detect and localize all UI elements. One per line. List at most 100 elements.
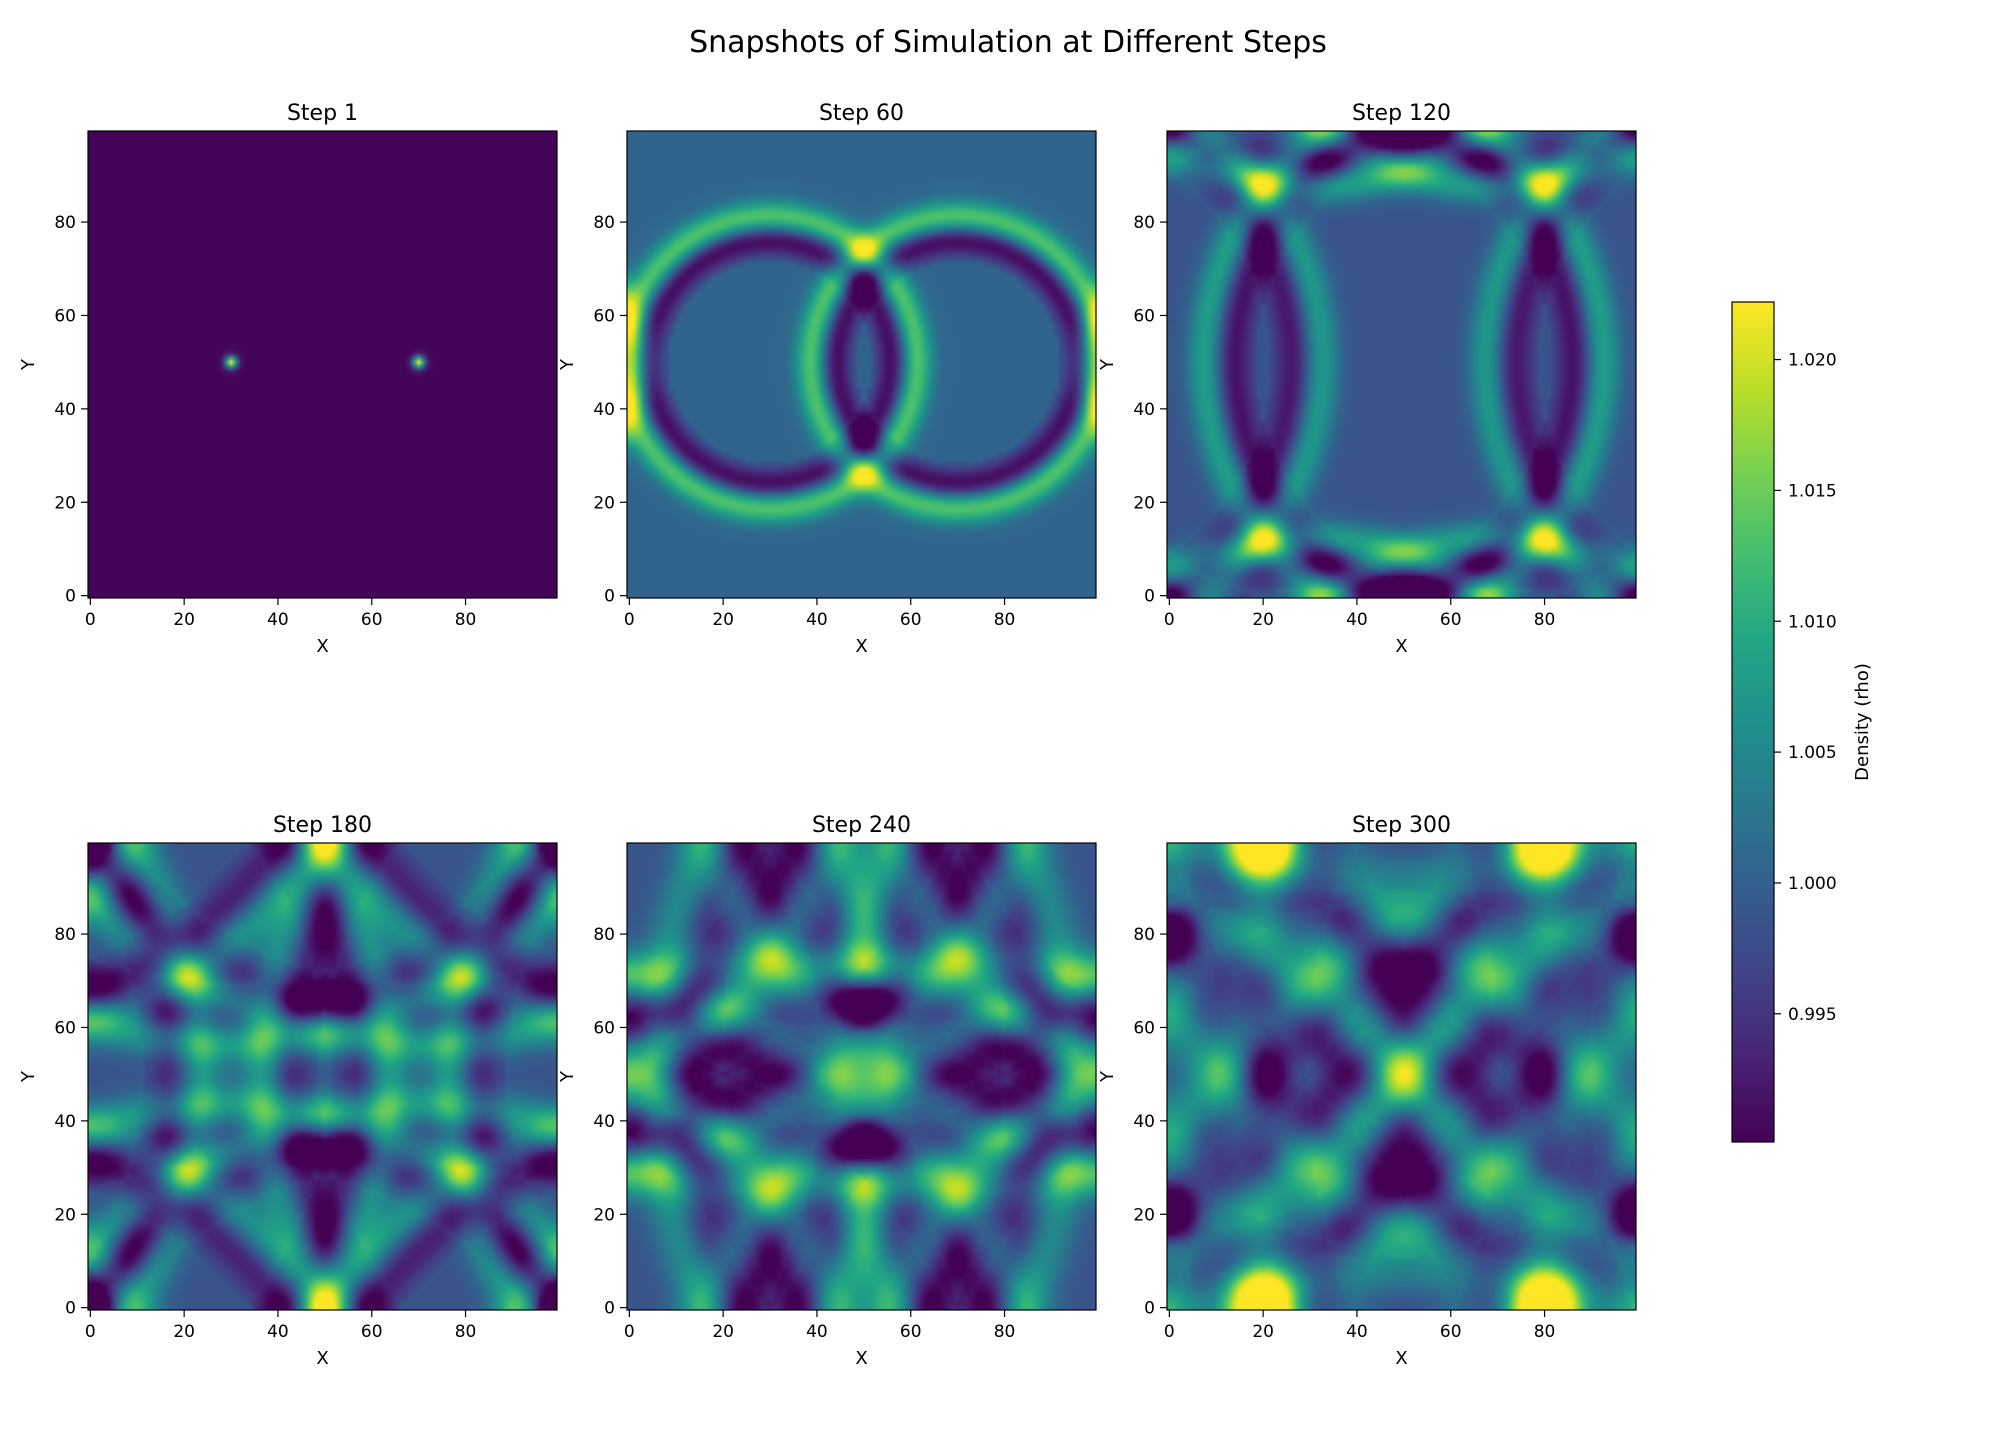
- x-tick-label: 20: [712, 1322, 734, 1342]
- heatmap-panel: Step 120 0 20 40 60 80 0 20 40 60 80 X Y: [1097, 101, 1637, 657]
- y-axis-label: Y: [1097, 1070, 1118, 1083]
- colorbar-tick-label: 0.995: [1788, 1005, 1837, 1025]
- y-tick-label: 0: [65, 1299, 76, 1319]
- panel-title: Step 300: [1352, 813, 1451, 838]
- heatmap-image: [1167, 131, 1636, 598]
- x-tick-label: 20: [1252, 610, 1274, 630]
- axes-frame: [1166, 130, 1637, 599]
- x-tick-label: 20: [173, 1322, 195, 1342]
- y-tick-label: 60: [54, 1018, 76, 1038]
- x-tick-label: 0: [1164, 1322, 1175, 1342]
- y-tick-label: 60: [1133, 1018, 1155, 1038]
- x-tick-label: 60: [900, 1322, 922, 1342]
- y-tick-label: 20: [54, 1205, 76, 1225]
- heatmap-panel: Step 60 0 20 40 60 80 0 20 40 60 80 X Y: [557, 101, 1097, 657]
- y-axis-label: Y: [1097, 358, 1118, 371]
- axes-frame: [1166, 842, 1637, 1311]
- y-axis-label: Y: [557, 1070, 578, 1083]
- y-tick-label: 0: [1144, 587, 1155, 607]
- colorbar: 0.995 1.000 1.005 1.010 1.015 1.020 Density (…: [1731, 301, 1873, 1143]
- axes-frame: [87, 130, 558, 599]
- colorbar-tick-label: 1.020: [1788, 351, 1837, 371]
- heatmap-image: [627, 843, 1096, 1310]
- heatmap-panel: Step 1 0 20 40 60 80 0 20 40 60 80 X Y: [18, 101, 558, 657]
- x-tick-label: 0: [624, 610, 635, 630]
- y-tick-label: 20: [593, 1205, 615, 1225]
- x-tick-label: 60: [1440, 1322, 1462, 1342]
- x-tick-label: 40: [267, 1322, 289, 1342]
- y-axis-label: Y: [18, 358, 39, 371]
- x-tick-label: 40: [267, 610, 289, 630]
- colorbar-gradient: [1731, 301, 1775, 1143]
- y-axis-label: Y: [557, 358, 578, 371]
- panel-title: Step 1: [287, 101, 358, 126]
- x-tick-label: 40: [806, 1322, 828, 1342]
- colorbar-tick-label: 1.010: [1788, 612, 1837, 632]
- x-axis-label: X: [1395, 636, 1407, 657]
- x-axis-label: X: [1395, 1348, 1407, 1369]
- axes-frame: [626, 842, 1097, 1311]
- y-tick-label: 80: [593, 925, 615, 945]
- y-tick-label: 40: [54, 1112, 76, 1132]
- x-axis-label: X: [855, 636, 867, 657]
- y-tick-label: 60: [593, 306, 615, 326]
- figure-title: Snapshots of Simulation at Different Ste…: [689, 25, 1327, 60]
- y-axis-label: Y: [18, 1070, 39, 1083]
- y-tick-label: 40: [593, 400, 615, 420]
- y-tick-label: 60: [1133, 306, 1155, 326]
- y-tick-label: 20: [54, 493, 76, 513]
- y-tick-label: 20: [593, 493, 615, 513]
- x-tick-label: 80: [1534, 610, 1556, 630]
- y-tick-label: 20: [1133, 493, 1155, 513]
- x-tick-label: 0: [85, 1322, 96, 1342]
- axes-frame: [626, 130, 1097, 599]
- panel-title: Step 120: [1352, 101, 1451, 126]
- y-tick-label: 0: [604, 1299, 615, 1319]
- x-tick-label: 0: [624, 1322, 635, 1342]
- heatmap-panel: Step 240 0 20 40 60 80 0 20 40 60 80 X Y: [557, 813, 1097, 1369]
- y-tick-label: 80: [1133, 925, 1155, 945]
- x-tick-label: 60: [361, 610, 383, 630]
- panel-title: Step 180: [273, 813, 372, 838]
- x-tick-label: 0: [1164, 610, 1175, 630]
- x-tick-label: 40: [806, 610, 828, 630]
- y-tick-label: 80: [54, 925, 76, 945]
- y-tick-label: 0: [1144, 1299, 1155, 1319]
- colorbar-tick-label: 1.015: [1788, 481, 1837, 501]
- heatmap-image: [88, 843, 557, 1310]
- panel-title: Step 60: [819, 101, 904, 126]
- x-tick-label: 60: [361, 1322, 383, 1342]
- x-tick-label: 20: [173, 610, 195, 630]
- heatmap-image: [1167, 843, 1636, 1310]
- y-tick-label: 80: [593, 213, 615, 233]
- heatmap-panel: Step 300 0 20 40 60 80 0 20 40 60 80 X Y: [1097, 813, 1637, 1369]
- x-tick-label: 40: [1346, 1322, 1368, 1342]
- heatmap-image: [88, 131, 557, 598]
- x-tick-label: 20: [1252, 1322, 1274, 1342]
- x-axis-label: X: [316, 1348, 328, 1369]
- colorbar-ticks: 0.995 1.000 1.005 1.010 1.015 1.020: [1774, 351, 1837, 1025]
- y-tick-label: 80: [1133, 213, 1155, 233]
- heatmap-image: [627, 131, 1096, 598]
- x-tick-label: 80: [455, 610, 477, 630]
- panels: Step 1 0 20 40 60 80 0 20 40 60 80 X Y Step 60 0 20 40 60…: [18, 101, 1637, 1369]
- x-axis-label: X: [316, 636, 328, 657]
- x-tick-label: 60: [1440, 610, 1462, 630]
- x-tick-label: 0: [85, 610, 96, 630]
- axes-frame: [87, 842, 558, 1311]
- y-tick-label: 80: [54, 213, 76, 233]
- x-tick-label: 60: [900, 610, 922, 630]
- x-tick-label: 40: [1346, 610, 1368, 630]
- x-axis-label: X: [855, 1348, 867, 1369]
- colorbar-tick-label: 1.005: [1788, 743, 1837, 763]
- y-tick-label: 40: [1133, 1112, 1155, 1132]
- y-tick-label: 0: [604, 587, 615, 607]
- y-tick-label: 40: [593, 1112, 615, 1132]
- x-tick-label: 80: [1534, 1322, 1556, 1342]
- colorbar-tick-label: 1.000: [1788, 874, 1837, 894]
- colorbar-label: Density (rho): [1852, 663, 1873, 781]
- panel-title: Step 240: [812, 813, 911, 838]
- y-tick-label: 60: [54, 306, 76, 326]
- x-tick-label: 80: [994, 610, 1016, 630]
